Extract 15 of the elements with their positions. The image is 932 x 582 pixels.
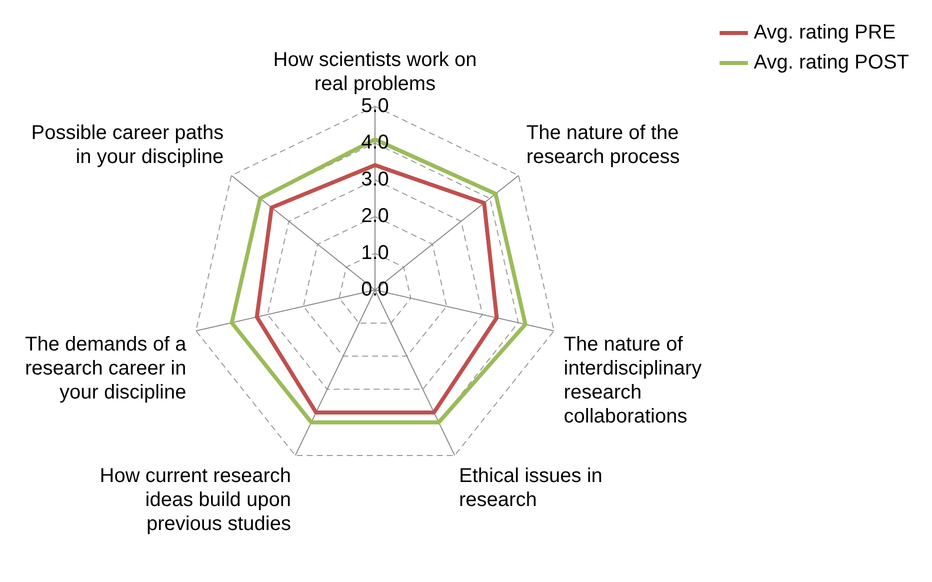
spoke-label: How current research ideas build upon previous studies	[100, 464, 291, 535]
y-tick-label: 0.0	[361, 278, 389, 301]
legend-label: Avg. rating POST	[754, 52, 910, 74]
y-tick-label: 5.0	[361, 94, 389, 117]
y-tick-label: 2.0	[361, 205, 389, 228]
y-tick-label: 1.0	[361, 242, 389, 264]
y-tick-label: 3.0	[361, 168, 389, 190]
y-tick-label: 4.0	[361, 132, 389, 154]
spoke-label: The nature of interdisciplinary research collaborations	[564, 334, 702, 428]
spoke-label: Ethical issues in research	[459, 464, 602, 511]
spoke-label: The nature of the research process	[526, 122, 680, 168]
legend-label: Avg. rating PRE	[754, 22, 896, 44]
spoke-label: How scientists work on real problems	[273, 48, 477, 95]
spoke-label: Possible career paths in your discipline	[31, 122, 224, 168]
spoke-label: The demands of a research career in your discipline	[24, 334, 188, 404]
